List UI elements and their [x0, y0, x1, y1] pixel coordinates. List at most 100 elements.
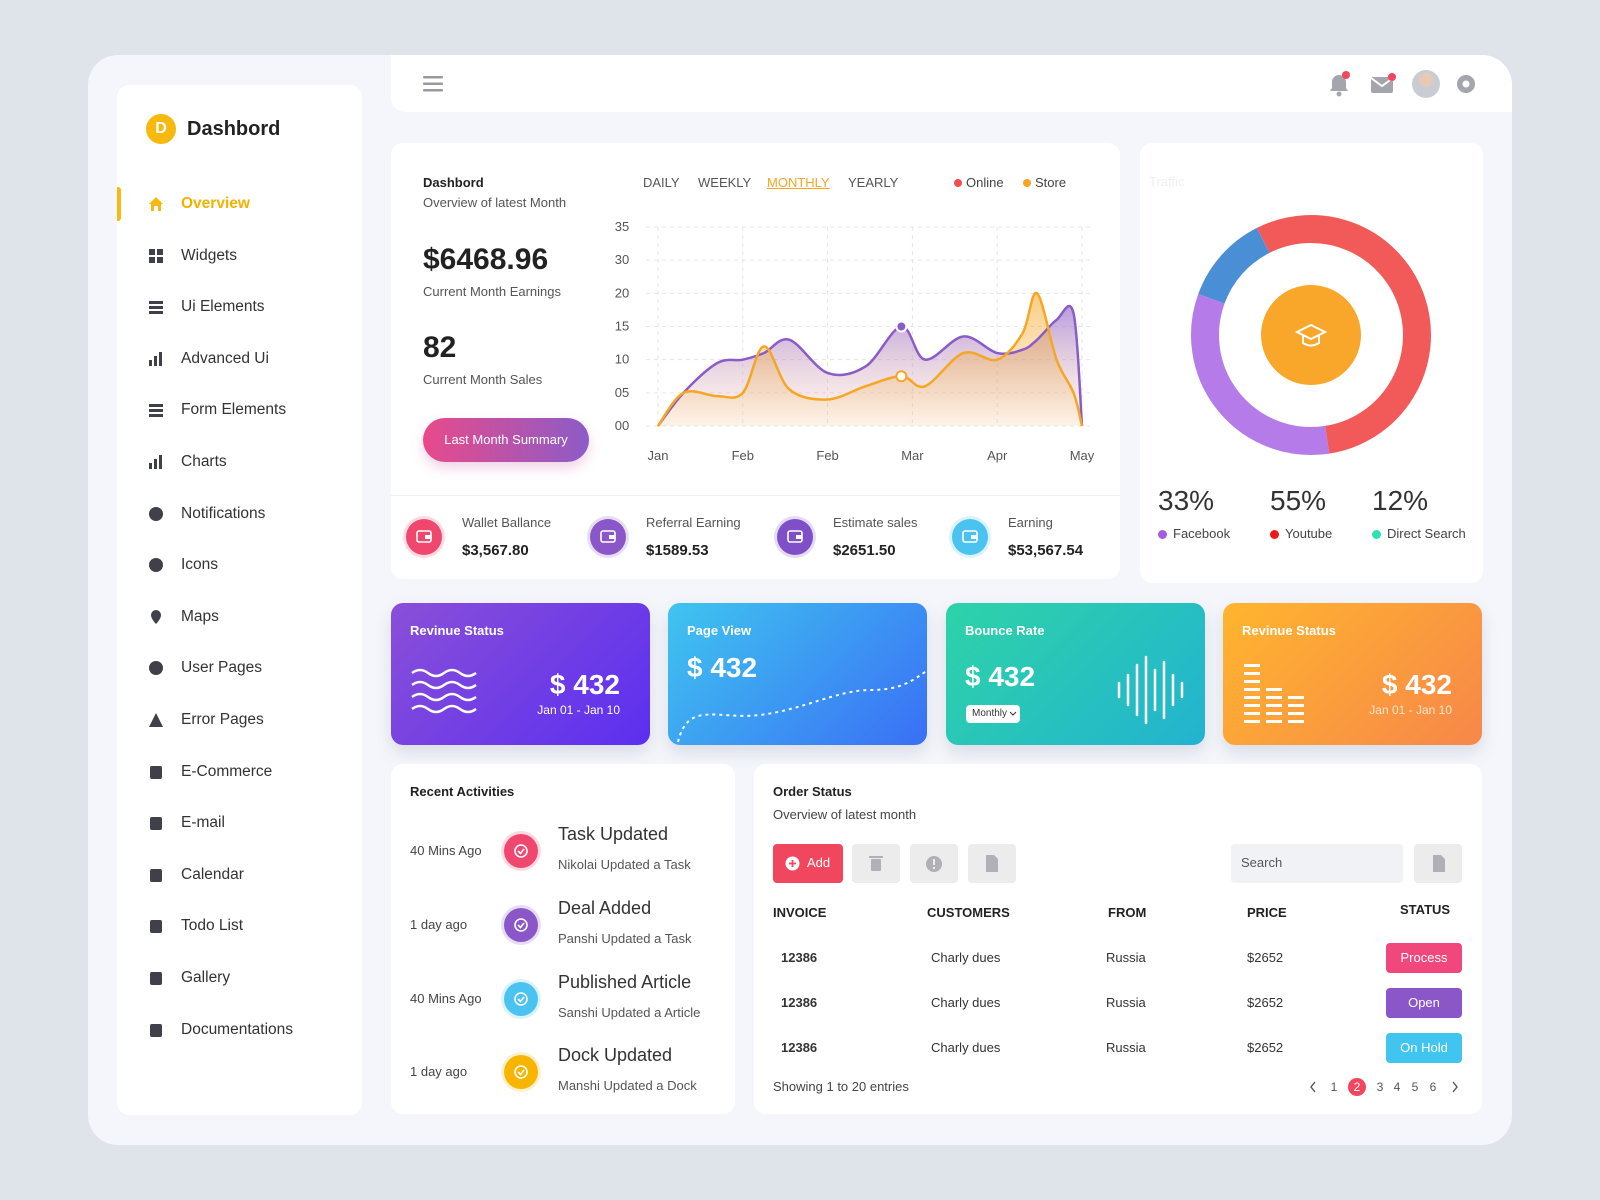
icon-shape: [517, 848, 525, 855]
icon-shape: [1310, 1081, 1316, 1093]
icon-shape: [151, 609, 161, 624]
stat-label: Wallet Ballance: [462, 515, 552, 530]
table-cell: Charly dues: [931, 1040, 1001, 1055]
icon-shape: [1452, 1081, 1458, 1093]
icon-shape: [154, 355, 157, 366]
activity-title: Dock Updated: [558, 1044, 673, 1065]
menu-icon: [150, 817, 162, 831]
period-tab[interactable]: DAILY: [643, 175, 680, 190]
next-page[interactable]: [1452, 1081, 1458, 1093]
traffic-percent: 55%: [1270, 484, 1327, 516]
icon-shape: [677, 669, 929, 743]
table-cell: $2652: [1247, 950, 1284, 965]
activity-icon: [504, 908, 538, 942]
icon-shape: [1388, 73, 1396, 81]
period-dropdown-label: Monthly: [972, 708, 1008, 719]
menu-item[interactable]: Form Elements: [181, 401, 287, 419]
earnings-value: $6468.96: [423, 243, 549, 276]
activity-time: 40 Mins Ago: [410, 843, 482, 858]
brand: Dashbord: [187, 118, 281, 140]
orders-subtitle: Overview of latest month: [773, 807, 917, 822]
menu-item[interactable]: User Pages: [181, 659, 262, 677]
icon-shape: [517, 1069, 525, 1076]
status-label: On Hold: [1400, 1040, 1448, 1055]
menu-item[interactable]: Charts: [181, 453, 227, 470]
icon-shape: [149, 301, 163, 315]
table-cell: Russia: [1106, 950, 1146, 965]
menu-icon: [149, 197, 163, 211]
page-number[interactable]: 1: [1330, 1079, 1338, 1094]
menu-item[interactable]: Notifications: [181, 504, 266, 522]
active-indicator: [117, 187, 121, 221]
menu-item[interactable]: Icons: [181, 556, 219, 574]
activity-time: 40 Mins Ago: [410, 991, 482, 1006]
page-number[interactable]: 5: [1411, 1079, 1419, 1094]
menu-toggle[interactable]: [423, 76, 443, 92]
table-cell: $2652: [1247, 1040, 1284, 1055]
menu-item[interactable]: Maps: [181, 607, 219, 625]
icon-shape: [150, 972, 162, 985]
avatar[interactable]: [1412, 70, 1440, 98]
page-number[interactable]: 2: [1353, 1079, 1361, 1094]
legend-label: Store: [1035, 175, 1067, 190]
mail-icon[interactable]: [1370, 73, 1396, 95]
menu-item[interactable]: Widgets: [181, 246, 237, 264]
status-badge[interactable]: [1386, 988, 1462, 1018]
activity-time: 1 day ago: [410, 917, 468, 932]
stat-label: Referral Earning: [646, 515, 741, 530]
period-tab[interactable]: WEEKLY: [698, 175, 752, 190]
icon-shape: [1266, 696, 1282, 699]
table-footer: Showing 1 to 20 entries: [773, 1079, 909, 1094]
page-number[interactable]: 3: [1376, 1079, 1384, 1094]
period-tab[interactable]: MONTHLY: [767, 175, 830, 190]
icon-shape: [1433, 855, 1445, 872]
activities-title: Recent Activities: [410, 784, 515, 799]
status-badge[interactable]: [1386, 1033, 1462, 1063]
icon-shape: [789, 860, 796, 867]
menu-item[interactable]: E-Commerce: [181, 762, 273, 780]
menu-item[interactable]: Gallery: [181, 969, 231, 986]
icon-shape: [150, 817, 162, 831]
icon-shape: [1462, 80, 1470, 88]
menu-item[interactable]: Overview: [181, 195, 250, 212]
sidebar: [117, 85, 362, 1115]
legend-dot: [1023, 179, 1031, 187]
card-subtitle: Overview of latest Month: [423, 195, 567, 210]
menu-item[interactable]: Error Pages: [181, 711, 264, 728]
summary-button[interactable]: [423, 418, 589, 462]
status-badge[interactable]: [1386, 943, 1462, 973]
stat-label: Earning: [1008, 515, 1053, 530]
column-header: INVOICE: [773, 905, 827, 920]
icon-shape: [149, 506, 163, 521]
table-cell: Charly dues: [931, 950, 1001, 965]
icon-shape: [149, 455, 162, 469]
icon-shape: [149, 197, 163, 211]
menu-item[interactable]: E-mail: [181, 814, 225, 832]
menu-item[interactable]: Calendar: [181, 865, 244, 883]
stat-card-value: $ 432: [965, 660, 1036, 692]
sales-label: Current Month Sales: [423, 372, 543, 387]
period-dropdown[interactable]: [966, 705, 1020, 723]
table-cell: $2652: [1247, 995, 1284, 1010]
icon-shape: [1288, 696, 1304, 699]
prev-page[interactable]: [1310, 1081, 1316, 1093]
icon-shape: [411, 704, 477, 714]
icon-shape: [986, 855, 998, 872]
page-number[interactable]: 6: [1429, 1079, 1437, 1094]
menu-item[interactable]: Advanced Ui: [181, 349, 269, 367]
icon-shape: [150, 920, 162, 934]
search-box[interactable]: [1231, 844, 1403, 883]
add-button[interactable]: [773, 844, 843, 883]
menu-icon: [149, 248, 163, 263]
icon-shape: [149, 311, 163, 315]
summary-button-label: Last Month Summary: [444, 432, 568, 447]
menu-item[interactable]: Documentations: [181, 1020, 294, 1038]
traffic-legend-dot: [1158, 530, 1167, 539]
menu-item[interactable]: Todo List: [181, 917, 244, 935]
stat-icon: [406, 519, 442, 555]
settings-icon[interactable]: [1456, 74, 1476, 94]
period-tab[interactable]: YEARLY: [848, 175, 899, 190]
menu-item[interactable]: Ui Elements: [181, 298, 265, 316]
notification-icon[interactable]: [1327, 71, 1351, 97]
page-number[interactable]: 4: [1393, 1079, 1401, 1094]
